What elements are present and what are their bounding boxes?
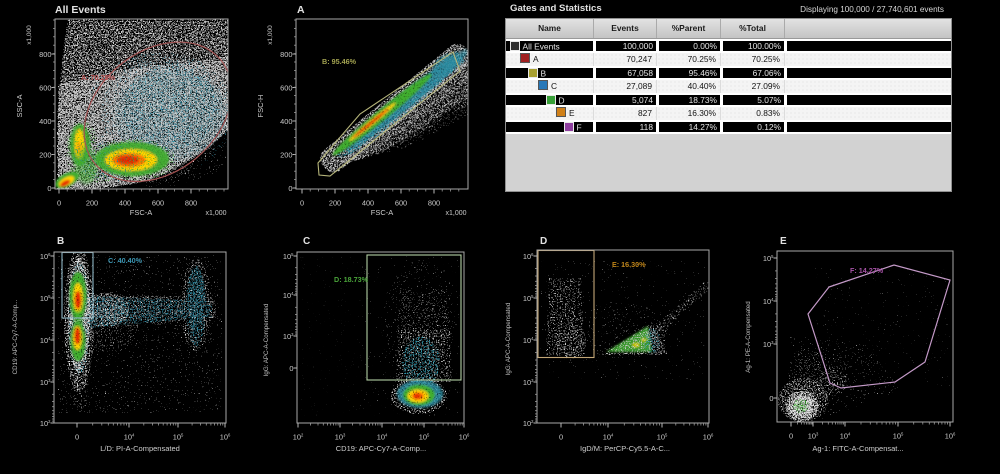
svg-text:200: 200	[329, 199, 341, 208]
svg-text:800: 800	[428, 199, 440, 208]
svg-text:x1,000: x1,000	[205, 210, 226, 217]
svg-text:x1,000: x1,000	[267, 25, 274, 45]
svg-text:0: 0	[289, 364, 293, 373]
svg-text:Ag-1: PE-A-Compensated: Ag-1: PE-A-Compensated	[745, 301, 752, 373]
svg-text:105: 105	[657, 433, 668, 442]
svg-text:D: 18.73%: D: 18.73%	[334, 275, 369, 284]
svg-text:A: A	[297, 4, 305, 16]
svg-text:A: 70.25%: A: 70.25%	[81, 73, 116, 82]
svg-text:104: 104	[840, 432, 851, 441]
svg-text:600: 600	[152, 199, 164, 208]
svg-text:D: D	[540, 236, 547, 247]
svg-text:105: 105	[523, 294, 534, 303]
svg-text:C: 40.40%: C: 40.40%	[108, 256, 143, 265]
svg-text:Ag-1: FITC-A-Compensat...: Ag-1: FITC-A-Compensat...	[812, 444, 903, 453]
svg-text:0: 0	[300, 199, 304, 208]
svg-text:106: 106	[459, 433, 470, 442]
svg-text:600: 600	[395, 199, 407, 208]
svg-text:C: C	[303, 236, 310, 247]
svg-text:B: 95.46%: B: 95.46%	[322, 57, 357, 66]
svg-text:105: 105	[893, 432, 904, 441]
svg-text:IgG: APC-A-Compensated: IgG: APC-A-Compensated	[505, 302, 512, 375]
svg-text:105: 105	[283, 252, 294, 261]
svg-text:B: B	[57, 236, 64, 247]
svg-text:102: 102	[40, 419, 51, 428]
svg-text:400: 400	[39, 117, 51, 126]
svg-text:L/D: PI-A-Compensated: L/D: PI-A-Compensated	[100, 444, 180, 453]
svg-text:0: 0	[57, 199, 61, 208]
svg-text:IgD/M: PerCP-Cy5.5-A-C...: IgD/M: PerCP-Cy5.5-A-C...	[580, 444, 670, 453]
svg-text:104: 104	[763, 297, 774, 306]
svg-text:200: 200	[39, 150, 51, 159]
svg-text:x1,000: x1,000	[26, 25, 33, 45]
svg-text:0: 0	[75, 433, 79, 442]
svg-text:0: 0	[559, 433, 563, 442]
svg-text:104: 104	[40, 336, 51, 345]
svg-text:IgG: APC-A-Compensated: IgG: APC-A-Compensated	[263, 303, 270, 376]
svg-text:106: 106	[703, 433, 714, 442]
svg-text:SSC-A: SSC-A	[15, 95, 24, 118]
svg-text:102: 102	[293, 433, 304, 442]
svg-text:103: 103	[763, 340, 774, 349]
svg-text:105: 105	[40, 294, 51, 303]
svg-text:104: 104	[523, 336, 534, 345]
svg-text:102: 102	[523, 419, 534, 428]
svg-text:200: 200	[86, 199, 98, 208]
svg-text:103: 103	[808, 432, 819, 441]
svg-text:E: 16.30%: E: 16.30%	[612, 260, 646, 269]
svg-text:0: 0	[789, 432, 793, 441]
svg-text:FSC-A: FSC-A	[130, 208, 153, 217]
svg-text:106: 106	[220, 433, 231, 442]
svg-text:105: 105	[173, 433, 184, 442]
svg-text:400: 400	[362, 199, 374, 208]
svg-text:600: 600	[280, 83, 292, 92]
svg-text:103: 103	[40, 378, 51, 387]
svg-text:105: 105	[419, 433, 430, 442]
svg-text:103: 103	[335, 433, 346, 442]
svg-text:F: 14.27%: F: 14.27%	[850, 266, 884, 275]
svg-text:E: E	[780, 236, 787, 247]
svg-text:400: 400	[119, 199, 131, 208]
svg-text:105: 105	[763, 254, 774, 263]
svg-text:800: 800	[185, 199, 197, 208]
svg-text:0: 0	[47, 184, 51, 193]
svg-text:400: 400	[280, 117, 292, 126]
svg-text:CD19: APC-Cy7-A-Comp...: CD19: APC-Cy7-A-Comp...	[336, 444, 426, 453]
svg-text:104: 104	[603, 433, 614, 442]
svg-text:FSC-H: FSC-H	[256, 95, 265, 118]
svg-text:104: 104	[283, 291, 294, 300]
svg-text:0: 0	[288, 184, 292, 193]
svg-text:104: 104	[377, 433, 388, 442]
svg-text:FSC-A: FSC-A	[371, 208, 394, 217]
svg-text:0: 0	[769, 394, 773, 403]
svg-text:CD19: APC-Cy7-A-Comp...: CD19: APC-Cy7-A-Comp...	[12, 299, 19, 374]
svg-text:103: 103	[523, 378, 534, 387]
svg-text:All Events: All Events	[55, 4, 106, 16]
svg-text:600: 600	[39, 83, 51, 92]
svg-text:800: 800	[39, 50, 51, 59]
svg-text:800: 800	[280, 50, 292, 59]
svg-text:106: 106	[40, 252, 51, 261]
svg-text:200: 200	[280, 150, 292, 159]
svg-text:104: 104	[124, 433, 135, 442]
svg-text:106: 106	[945, 432, 956, 441]
svg-text:106: 106	[523, 252, 534, 261]
svg-text:x1,000: x1,000	[445, 210, 466, 217]
svg-text:103: 103	[283, 332, 294, 341]
